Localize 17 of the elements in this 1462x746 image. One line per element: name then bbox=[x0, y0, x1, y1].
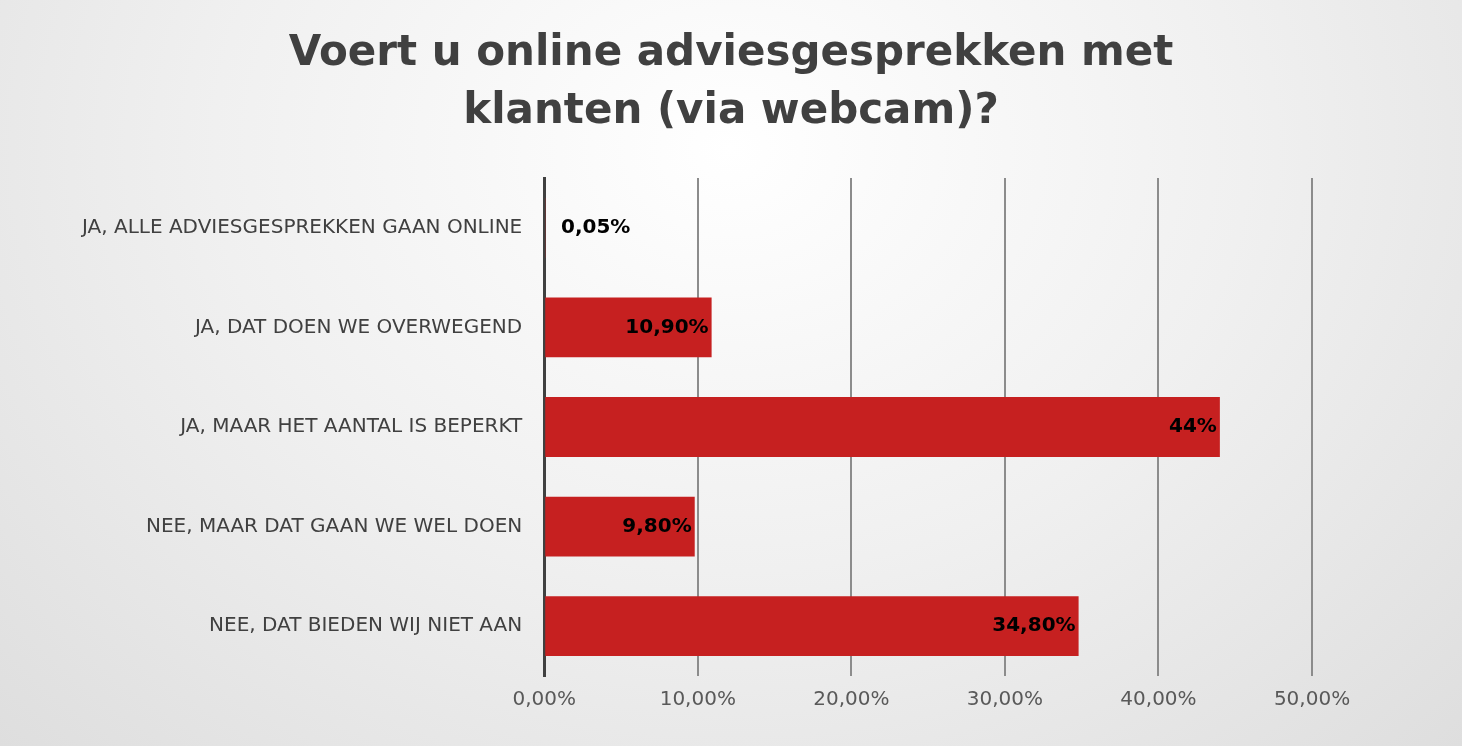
x-tick-label: 50,00% bbox=[1273, 686, 1351, 711]
x-tick-label: 0,00% bbox=[512, 686, 577, 711]
y-tick-label: NEE, DAT BIEDEN WIJ NIET AAN bbox=[209, 612, 523, 637]
y-tick-label: JA, ALLE ADVIESGESPREKKEN GAAN ONLINE bbox=[80, 214, 523, 238]
x-tick-label: 20,00% bbox=[813, 686, 890, 711]
x-tick-label: 10,00% bbox=[659, 686, 736, 711]
data-label: 0,05% bbox=[561, 214, 631, 238]
data-label: 10,90% bbox=[625, 313, 709, 338]
y-tick-label: JA, DAT DOEN WE OVERWEGEND bbox=[192, 313, 523, 338]
data-label: 9,80% bbox=[622, 512, 692, 537]
y-tick-label: NEE, MAAR DAT GAAN WE WEL DOEN bbox=[145, 512, 523, 537]
data-label: 34,80% bbox=[992, 612, 1076, 637]
chart-title: Voert u online adviesgesprekken met klanten (via webcam)? bbox=[287, 25, 1175, 135]
y-tick-label: JA, MAAR HET AANTAL IS BEPERKT bbox=[178, 413, 524, 438]
data-label: 44% bbox=[1168, 413, 1217, 438]
x-tick-label: 30,00% bbox=[966, 686, 1044, 711]
x-tick-label: 40,00% bbox=[1120, 686, 1197, 711]
